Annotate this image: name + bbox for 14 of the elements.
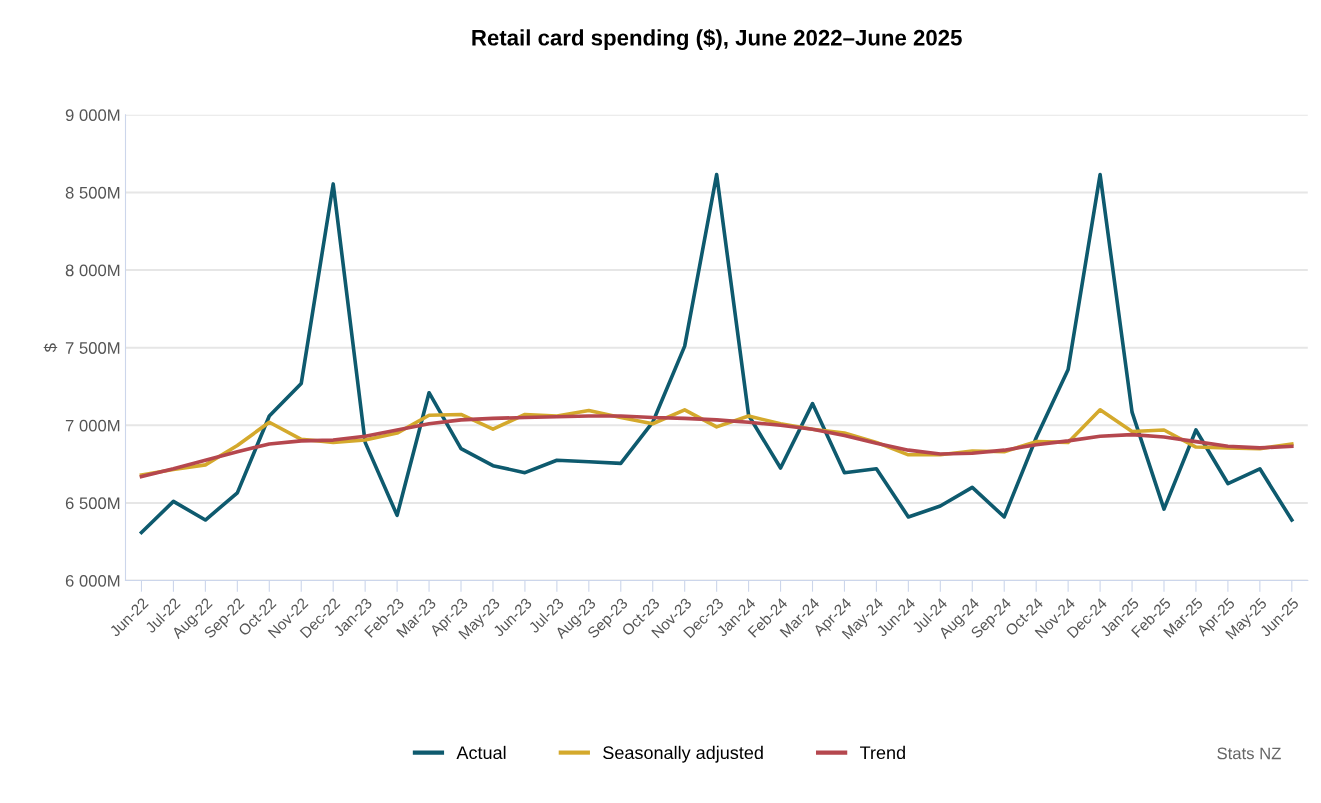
y-axis-title: $ xyxy=(43,343,58,353)
legend-label: Seasonally adjusted xyxy=(603,745,763,763)
legend-label: Actual xyxy=(456,745,506,760)
y-tick-label: 9 000M xyxy=(65,109,120,122)
y-tick-label: 8 500M xyxy=(65,186,120,199)
y-tick-label: 6 000M xyxy=(65,574,120,587)
chart-title: Retail card spending ($), June 2022–June 2025 xyxy=(472,28,962,51)
y-tick-label: 7 500M xyxy=(65,342,120,354)
legend-label: Trend xyxy=(860,745,905,760)
line-series xyxy=(139,172,1294,535)
text: Stats NZ xyxy=(1217,747,1281,760)
y-tick-label: 7 000M xyxy=(65,419,120,432)
y-tick-label: 6 500M xyxy=(65,497,120,510)
y-tick-label: 8 000M xyxy=(65,264,120,277)
